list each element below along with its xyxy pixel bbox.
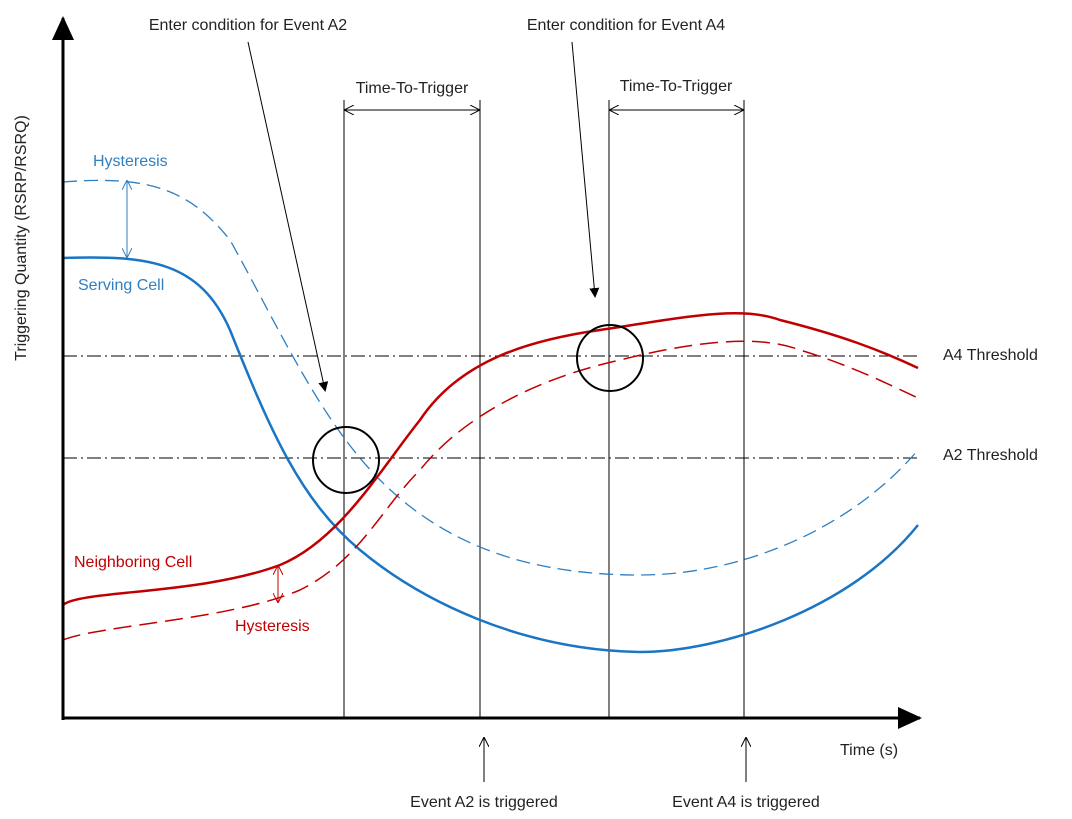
neighboring-cell-curve (62, 312, 919, 607)
a4-circle (576, 324, 644, 392)
curve-label: Serving Cell (78, 277, 164, 294)
event-label: Event A2 is triggered (410, 794, 558, 811)
a2-annotation-arrow (247, 41, 329, 392)
curve-label: Hysteresis (235, 618, 310, 635)
a4-annotation-arrow (571, 41, 600, 298)
serving-cell-hysteresis-curve (62, 179, 919, 576)
y-axis-label: Triggering Quantity (RSRP/RSRQ) (13, 115, 30, 361)
serving-cell-curve (62, 256, 919, 654)
annotation: Enter condition for Event A2 (149, 17, 347, 34)
curve-label: Hysteresis (93, 153, 168, 170)
a2-circle (312, 426, 380, 494)
annotation: Enter condition for Event A4 (527, 17, 725, 34)
ttt-lines (343, 100, 745, 718)
ttt-label: Time-To-Trigger (620, 78, 733, 95)
threshold-label: A4 Threshold (943, 347, 1038, 364)
x-axis-label: Time (s) (840, 742, 898, 759)
neighboring-cell-hysteresis-curve (62, 340, 919, 641)
curve-label: Neighboring Cell (74, 554, 192, 571)
event-label: Event A4 is triggered (672, 794, 820, 811)
threshold-label: A2 Threshold (943, 447, 1038, 464)
ttt-label: Time-To-Trigger (356, 80, 469, 97)
